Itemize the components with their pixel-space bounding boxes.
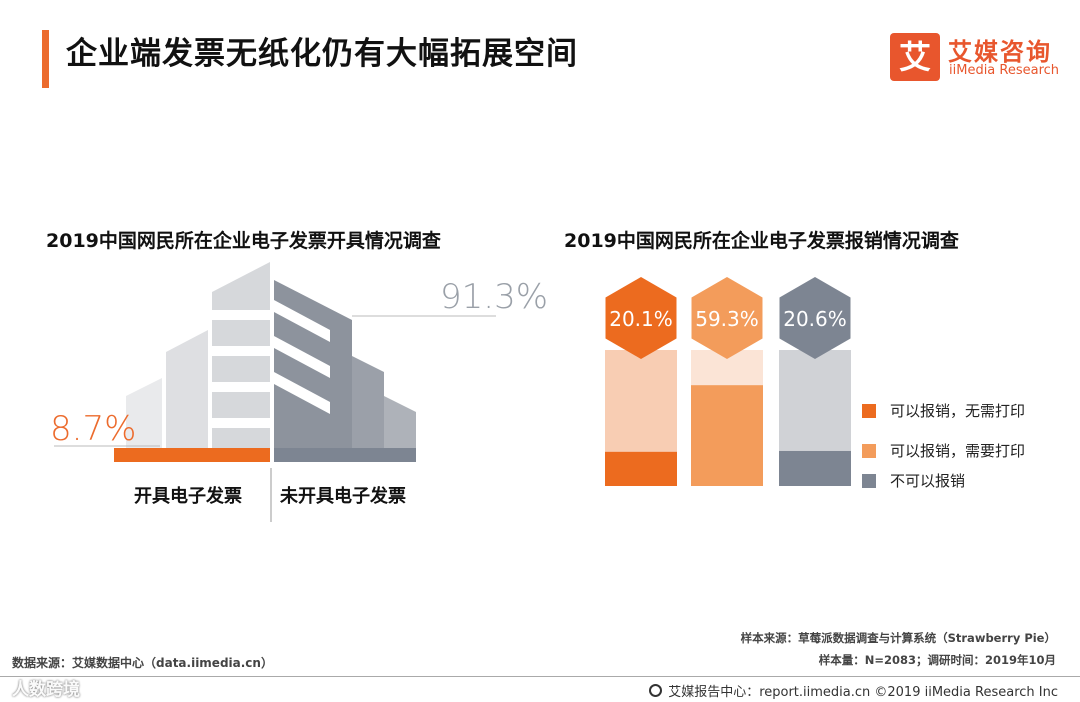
data-source-text: 数据来源：艾媒数据中心（data.iimedia.cn） <box>12 656 273 670</box>
watermark: 人数跨境 <box>12 680 80 700</box>
brand-name-cn: 艾媒咨询 <box>948 38 1052 66</box>
sample-size-text: 样本量：N=2083；调研时间：2019年10月 <box>818 653 1056 667</box>
footer-credit: 艾媒报告中心：report.iimedia.cn ©2019 iiMedia R… <box>649 681 1058 700</box>
sample-source-text: 样本来源：草莓派数据调查与计算系统（Strawberry Pie） <box>740 631 1056 645</box>
category-label-issued: 开具电子发票 <box>134 486 242 507</box>
building-left-half <box>126 262 270 448</box>
brand-name-en: iiMedia Research <box>949 63 1060 78</box>
left-chart-title: 2019中国网民所在企业电子发票开具情况调查 <box>46 230 441 252</box>
bar-issued-e-invoice <box>114 448 270 462</box>
bar-not-issued-e-invoice <box>274 448 416 462</box>
legend-item-reimburse-print: 可以报销，需要打印 <box>862 440 1025 461</box>
legend-label: 可以报销，无需打印 <box>890 402 1026 420</box>
right-chart-title: 2019中国网民所在企业电子发票报销情况调查 <box>564 230 959 252</box>
brand-logo-icon: 艾 <box>890 33 940 81</box>
footer-divider <box>0 676 1080 677</box>
legend-item-not-reimbursable: 不可以报销 <box>862 470 965 491</box>
value-label-issued: 8.7% <box>50 409 136 449</box>
footer-text: 艾媒报告中心：report.iimedia.cn ©2019 iiMedia R… <box>668 685 1058 700</box>
legend-swatch-icon <box>862 403 876 418</box>
value-label-not-issued: 91.3% <box>440 277 548 317</box>
legend-item-reimburse-no-print: 可以报销，无需打印 <box>862 400 1025 421</box>
title-accent-bar <box>42 30 49 88</box>
legend-swatch-icon <box>862 443 876 458</box>
legend-label: 可以报销，需要打印 <box>890 442 1026 460</box>
legend-label: 不可以报销 <box>890 472 966 490</box>
category-label-not-issued: 未开具电子发票 <box>280 486 406 507</box>
page-title: 企业端发票无纸化仍有大幅拓展空间 <box>66 36 578 72</box>
legend-swatch-icon <box>862 473 876 488</box>
building-right-half <box>274 280 416 448</box>
globe-icon <box>649 684 663 697</box>
